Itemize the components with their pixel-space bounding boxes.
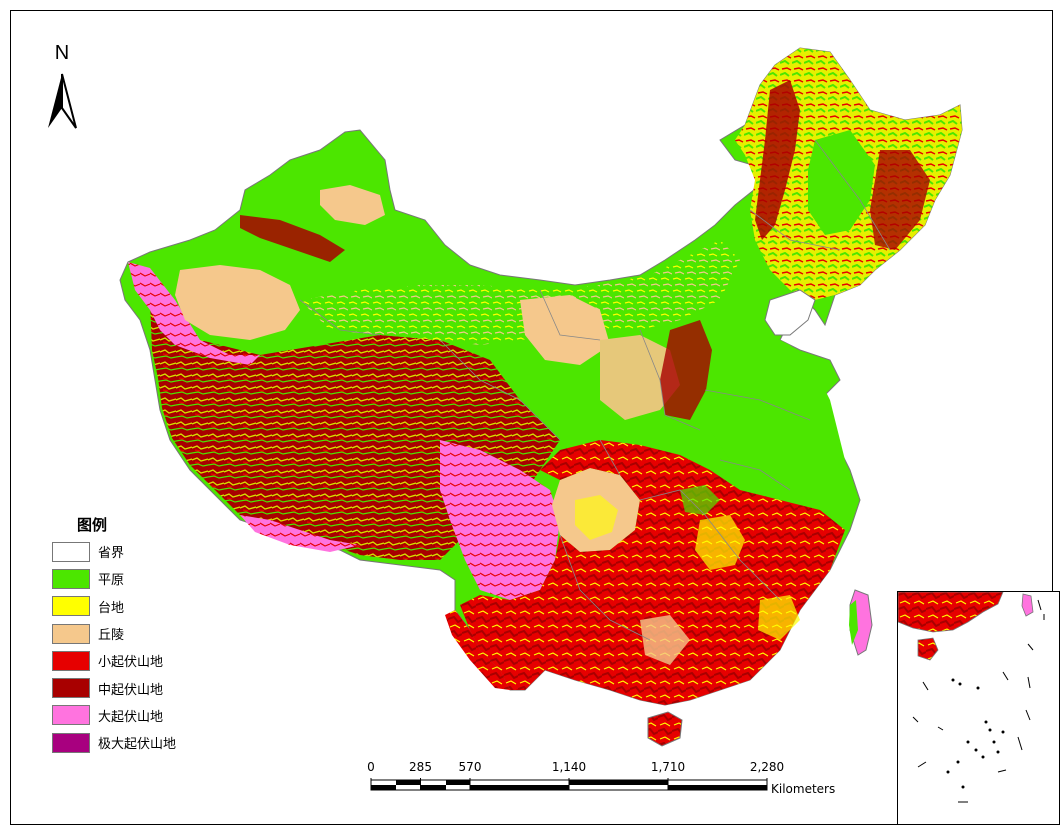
scale-bar-tick-label: 2,280 [749, 760, 785, 774]
south-patch-1 [695, 515, 745, 570]
yunnan-sw [445, 610, 510, 690]
legend-label: 丘陵 [98, 628, 125, 644]
ne-plain [808, 130, 875, 235]
north-arrow-label: N [54, 42, 70, 64]
junggar-basin [320, 185, 385, 225]
taihang [660, 320, 712, 420]
scale-bar: 0 285 570 1,140 1,710 2,280 Kilometers [367, 760, 849, 800]
tianshan [240, 215, 345, 262]
legend-items: 省界平原台地丘陵小起伏山地中起伏山地大起伏山地极大起伏山地 [52, 538, 252, 756]
province-boundaries [299, 139, 891, 641]
scale-bar-tick-label: 285 [409, 760, 432, 774]
ordos-hills [520, 295, 610, 365]
legend-label: 省界 [98, 546, 125, 562]
north-arrow: N [38, 42, 86, 132]
legend-label: 极大起伏山地 [98, 737, 177, 753]
pink-hengduan [440, 440, 560, 600]
north-arrow-icon [48, 73, 77, 129]
south-china-sea-inset-map [898, 592, 1045, 803]
hainan-island [647, 711, 683, 747]
legend-label: 平原 [98, 573, 125, 589]
legend-item: 极大起伏山地 [52, 729, 252, 756]
legend-item: 中起伏山地 [52, 674, 252, 701]
south-patch-3 [758, 595, 800, 640]
legend-label: 小起伏山地 [98, 655, 164, 671]
north-plateau [300, 240, 740, 345]
legend-label: 大起伏山地 [98, 709, 164, 725]
south-china-sea-inset [897, 591, 1060, 825]
taiwan-west-plain [849, 600, 858, 645]
legend-swatch [52, 732, 90, 753]
scale-bar-units: Kilometers [771, 782, 836, 796]
scale-bar-tick-label: 0 [367, 760, 375, 774]
north-china-plain [705, 320, 850, 500]
sichuan-core [575, 495, 618, 540]
legend-swatch [52, 568, 90, 589]
legend-swatch [52, 623, 90, 644]
bohai-sea [764, 289, 816, 336]
legend-swatch [52, 541, 90, 562]
legend-swatch [52, 650, 90, 671]
legend-label: 台地 [98, 600, 125, 616]
legend-swatch [52, 678, 90, 699]
legend-item: 台地 [52, 593, 252, 620]
map-frame [10, 10, 1053, 825]
scale-bar-graphic [370, 778, 768, 791]
legend-title: 图例 [77, 516, 108, 534]
pink-west-rim [128, 262, 260, 365]
scale-bar-tick-label: 570 [458, 760, 482, 774]
scale-bar-tick-label: 1,710 [650, 760, 686, 774]
legend-item: 省界 [52, 538, 252, 565]
legend-label: 中起伏山地 [98, 682, 164, 698]
south-china [460, 440, 845, 705]
scale-bar-tick-label: 1,140 [551, 760, 587, 774]
loess-plateau [600, 335, 680, 420]
south-patch-2 [680, 485, 720, 515]
legend-item: 丘陵 [52, 620, 252, 647]
legend-item: 平原 [52, 565, 252, 592]
legend-item: 小起伏山地 [52, 647, 252, 674]
tarim-basin [175, 265, 300, 340]
legend-item: 大起伏山地 [52, 702, 252, 729]
south-patch-4 [640, 615, 690, 665]
pink-himalaya [240, 515, 360, 552]
legend: 图例 省界平原台地丘陵小起伏山地中起伏山地大起伏山地极大起伏山地 [52, 514, 252, 756]
legend-swatch [52, 705, 90, 726]
legend-swatch [52, 596, 90, 617]
changbai [870, 150, 930, 250]
da-hinggan [755, 80, 800, 240]
